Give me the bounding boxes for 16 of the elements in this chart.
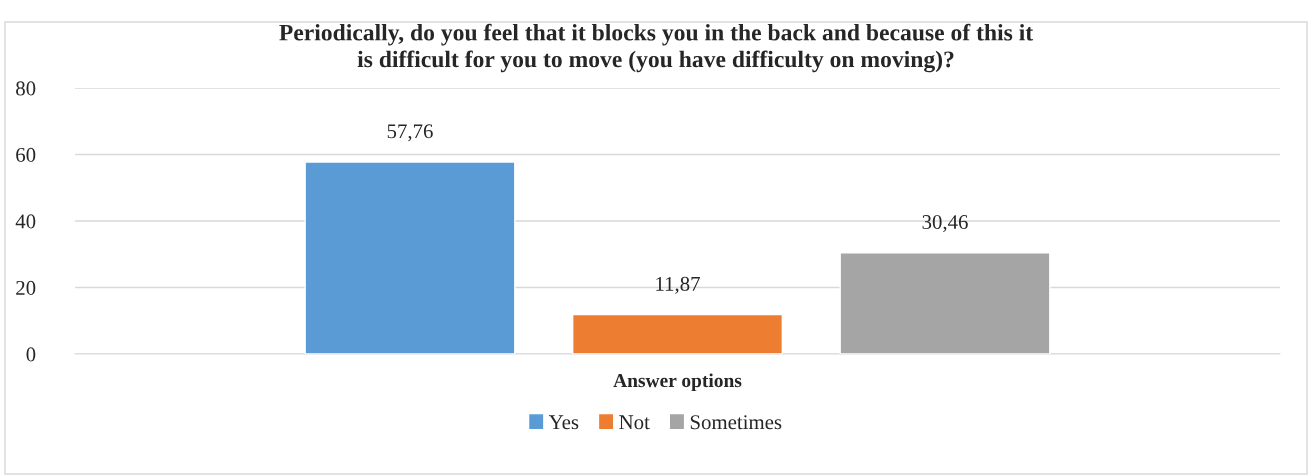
data-label: 11,87	[656, 276, 700, 294]
legend-label: Sometimes	[690, 415, 782, 430]
chart-title: Periodically, do you feel that it blocks you in the back and because of this it is difficult for you to move (you have difficulty on moving)?	[279, 23, 1034, 73]
y-tick-label: 0	[26, 347, 36, 362]
y-tick-label: 40	[15, 214, 36, 229]
data-label: 57,76	[387, 124, 433, 142]
bar	[304, 161, 516, 354]
legend-label: Not	[619, 415, 650, 430]
bar	[839, 252, 1051, 354]
data-label: 30,46	[922, 214, 968, 233]
legend-label: Yes	[548, 415, 579, 430]
bar	[571, 313, 784, 354]
y-tick-label: 80	[16, 81, 36, 96]
y-tick-label: 60	[16, 147, 36, 162]
x-tick-label: Answer options	[613, 373, 742, 392]
y-tick-label: 20	[16, 280, 36, 295]
